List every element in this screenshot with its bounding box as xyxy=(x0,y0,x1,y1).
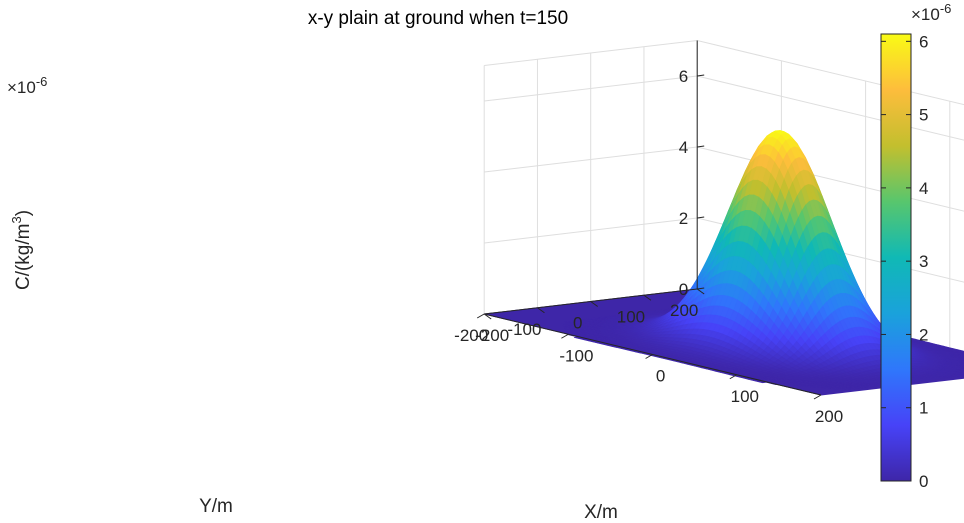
z-tick-label: 2 xyxy=(679,209,688,228)
x-tick-label: 200 xyxy=(815,407,843,426)
z-tick-label: 0 xyxy=(679,280,688,299)
chart-title: x-y plain at ground when t=150 xyxy=(308,8,568,29)
z-tick-mark xyxy=(697,217,704,218)
colorbar-tick-label: 4 xyxy=(919,179,928,198)
x-axis-label: X/m xyxy=(584,502,618,523)
colorbar-tick-label: 3 xyxy=(919,252,928,271)
z-tick-label: 4 xyxy=(679,138,688,157)
y-tick-label: 100 xyxy=(617,307,645,326)
z-tick-mark xyxy=(697,146,704,147)
y-tick-label: -200 xyxy=(454,326,488,345)
colorbar-tick-label: 6 xyxy=(919,32,928,51)
x-tick-mark xyxy=(561,334,568,338)
z-axis-label: C/(kg/m3) xyxy=(9,210,34,290)
x-tick-mark xyxy=(814,395,821,399)
y-axis-label: Y/m xyxy=(199,496,233,517)
x-tick-label: -100 xyxy=(559,346,593,365)
y-tick-label: 0 xyxy=(573,314,582,333)
colorbar-tick-label: 0 xyxy=(919,472,928,491)
z-axis-exponent: ×10-6 xyxy=(7,74,47,97)
x-tick-mark xyxy=(477,314,484,318)
y-tick-label: 200 xyxy=(670,301,698,320)
colorbar-tick-label: 5 xyxy=(919,106,928,125)
colorbar-exponent: ×10-6 xyxy=(911,1,951,24)
colorbar-tick-label: 2 xyxy=(919,325,928,344)
colorbar-tick-label: 1 xyxy=(919,399,928,418)
z-tick-label: 6 xyxy=(679,67,688,86)
z-tick-mark xyxy=(697,75,704,76)
y-tick-label: -100 xyxy=(507,320,541,339)
colorbar: 0 1 2 3 4 5 6 xyxy=(881,32,928,491)
x-tick-label: 100 xyxy=(731,387,759,406)
x-tick-label: 0 xyxy=(656,367,665,386)
colorbar-gradient xyxy=(881,34,911,481)
